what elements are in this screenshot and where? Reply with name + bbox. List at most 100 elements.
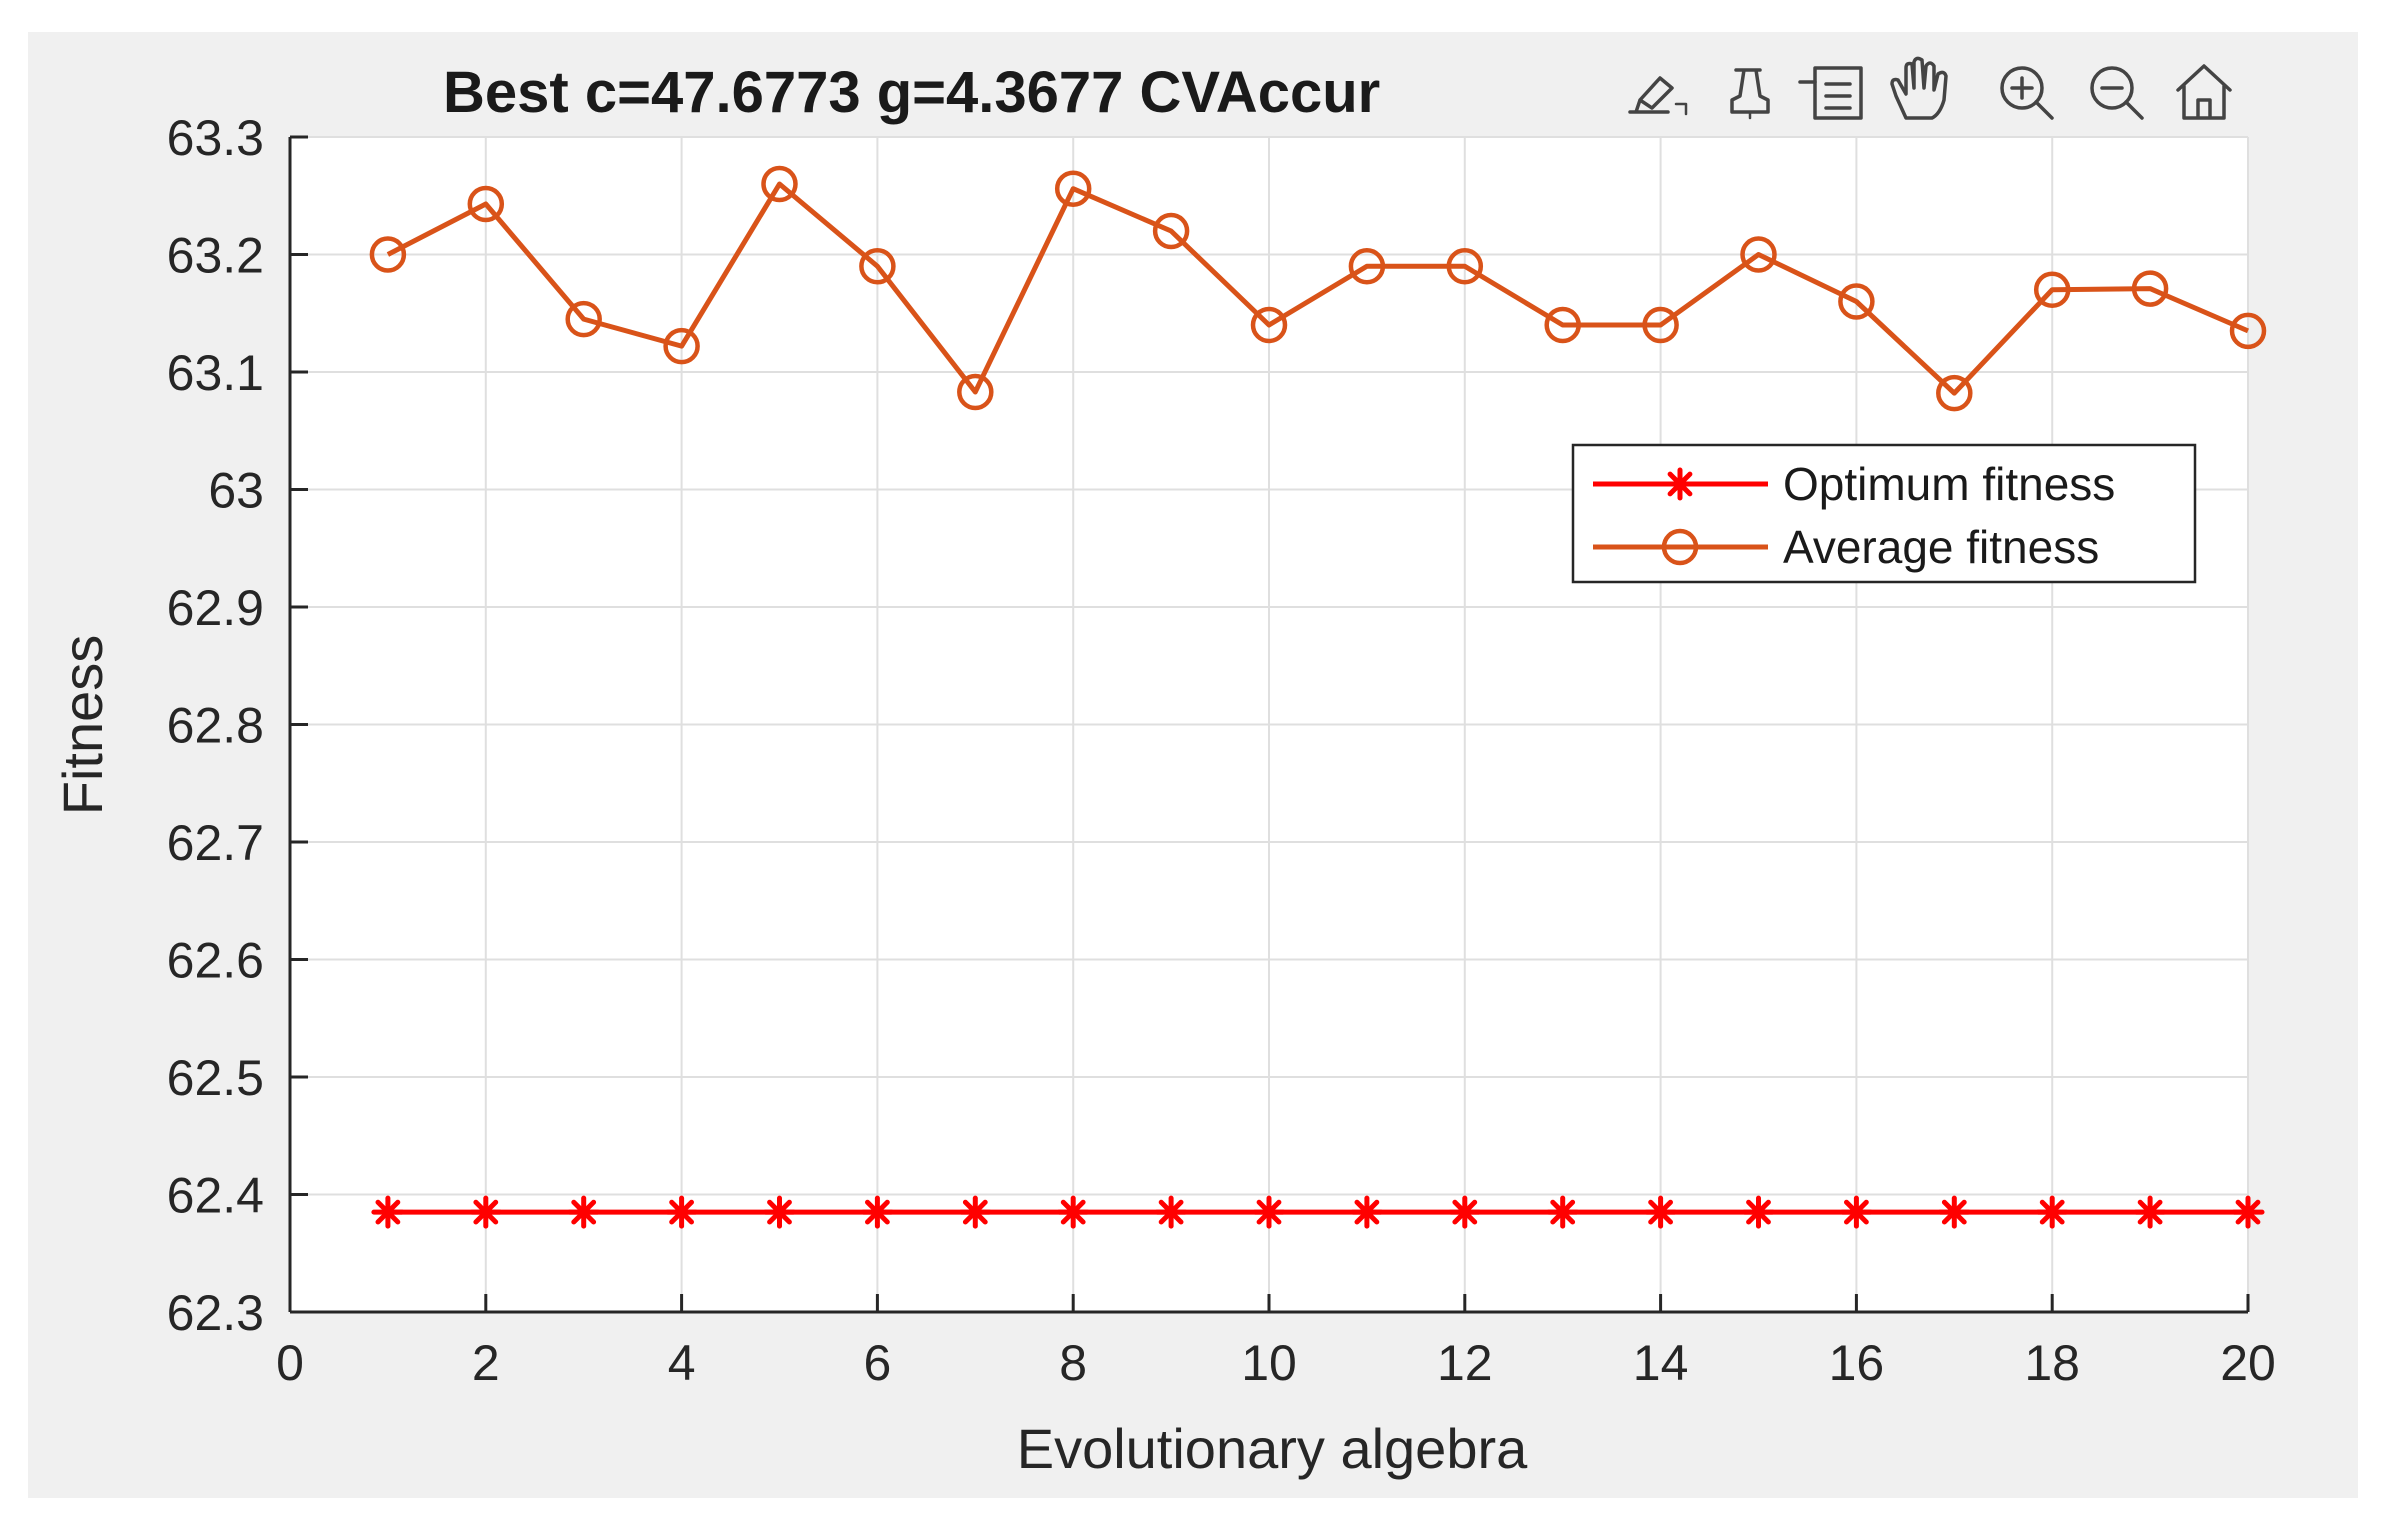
data-point-average <box>859 248 896 285</box>
y-tick-label: 63.2 <box>167 228 264 284</box>
legend-label-optimum: Optimum fitness <box>1783 458 2115 510</box>
data-point-optimum <box>763 1195 796 1229</box>
data-point-optimum <box>958 1195 992 1229</box>
data-point-average <box>565 300 602 338</box>
asterisk-stroke <box>1648 1199 1673 1225</box>
data-point-optimum <box>469 1195 503 1229</box>
legend-icon[interactable] <box>1798 66 1863 120</box>
y-tick-label: 63.1 <box>167 345 264 401</box>
y-tick-label: 63 <box>208 463 264 519</box>
data-point-average <box>1054 170 1092 207</box>
data-point-average <box>1642 306 1679 344</box>
y-axis-label: Fitness <box>51 635 114 816</box>
data-point-optimum <box>1839 1195 1873 1229</box>
data-point-optimum <box>665 1195 699 1229</box>
data-point-optimum <box>2231 1195 2265 1229</box>
x-tick-label: 20 <box>2220 1335 2276 1391</box>
data-point-average <box>761 165 798 203</box>
asterisk-stroke <box>1060 1199 1086 1225</box>
x-tick-label: 0 <box>276 1335 304 1391</box>
series-group <box>369 165 2267 1229</box>
data-point-optimum <box>1546 1195 1580 1229</box>
x-tick-label: 16 <box>1829 1335 1885 1391</box>
x-tick-label: 4 <box>668 1335 696 1391</box>
data-point-average <box>1250 306 1288 344</box>
data-point-average <box>663 327 700 365</box>
data-point-average <box>1838 283 1875 320</box>
data-point-average <box>1544 306 1581 344</box>
legend-entry-average: Average fitness <box>1593 521 2099 573</box>
series-line-average <box>386 181 2249 396</box>
x-tick-label: 8 <box>1059 1335 1087 1391</box>
y-tick-label: 62.9 <box>167 580 264 636</box>
data-point-optimum <box>1448 1195 1482 1229</box>
data-point-average <box>1446 248 1484 285</box>
data-point-optimum <box>1056 1195 1090 1229</box>
asterisk-stroke <box>2039 1199 2065 1225</box>
data-point-average <box>467 185 505 223</box>
y-tick-label: 62.7 <box>167 815 264 871</box>
legend-label-average: Average fitness <box>1783 521 2099 573</box>
asterisk-stroke <box>1844 1199 1869 1225</box>
x-tick-label: 2 <box>472 1335 500 1391</box>
data-point-average <box>369 236 407 273</box>
y-tick-label: 62.4 <box>167 1168 264 1224</box>
data-point-average <box>2033 271 2071 308</box>
axes <box>288 135 2250 1314</box>
asterisk-stroke <box>1746 1199 1771 1225</box>
data-point-average <box>1152 212 1190 250</box>
asterisk-stroke <box>767 1199 792 1225</box>
data-point-average <box>2229 312 2267 350</box>
asterisk-stroke <box>962 1199 988 1225</box>
asterisk-stroke <box>473 1199 499 1225</box>
y-tick-labels: 62.3 62.4 62.5 62.6 62.7 62.8 62.9 63 63.1 63.2 63… <box>167 110 264 1341</box>
data-point-average <box>1740 236 1777 273</box>
asterisk-stroke <box>1550 1199 1576 1225</box>
legend-marker-asterisk <box>1663 467 1697 501</box>
data-point-optimum <box>2133 1195 2167 1229</box>
pan-icon[interactable] <box>1890 56 1948 120</box>
asterisk-stroke <box>1158 1199 1184 1225</box>
x-tick-label: 6 <box>863 1335 891 1391</box>
asterisk-stroke <box>1667 471 1693 497</box>
legend[interactable]: Optimum fitness Average fitness <box>1571 443 2197 584</box>
asterisk-stroke <box>669 1199 694 1225</box>
legend-entry-optimum: Optimum fitness <box>1593 458 2115 510</box>
y-tick-label: 62.5 <box>167 1050 264 1106</box>
x-tick-label: 12 <box>1437 1335 1493 1391</box>
x-tick-labels: 0 2 4 6 8 10 12 14 16 18 20 <box>276 1335 2276 1391</box>
data-point-optimum <box>371 1195 405 1229</box>
asterisk-stroke <box>1941 1199 1967 1225</box>
y-tick-label: 62.3 <box>167 1285 264 1341</box>
asterisk-stroke <box>1452 1199 1478 1225</box>
data-point-optimum <box>1644 1195 1678 1229</box>
asterisk-stroke <box>865 1199 890 1225</box>
data-point-optimum <box>1252 1195 1286 1229</box>
legend-asterisk <box>1663 467 1697 501</box>
data-point-optimum <box>1937 1195 1971 1229</box>
asterisk-stroke <box>1354 1199 1380 1225</box>
legend-box <box>1571 443 2197 584</box>
brush-icon[interactable] <box>1628 76 1688 116</box>
data-point-optimum <box>567 1195 601 1229</box>
x-tick-label: 18 <box>2024 1335 2080 1391</box>
zoom-out-icon[interactable] <box>2090 66 2144 120</box>
home-icon[interactable] <box>2176 64 2232 120</box>
data-point-optimum <box>1154 1195 1188 1229</box>
zoom-in-icon[interactable] <box>2000 66 2054 120</box>
data-point-optimum <box>2035 1195 2069 1229</box>
x-tick-label: 10 <box>1241 1335 1297 1391</box>
data-point-average <box>2131 270 2169 307</box>
data-tips-icon[interactable] <box>1730 68 1770 120</box>
asterisk-stroke <box>571 1199 597 1225</box>
asterisk-stroke <box>2235 1199 2261 1225</box>
legend-marker-circle <box>1661 528 1699 566</box>
data-point-average <box>1936 374 1973 412</box>
axes-toolbar <box>1628 56 2232 120</box>
data-point-optimum <box>1742 1195 1775 1229</box>
x-tick-label: 14 <box>1633 1335 1689 1391</box>
asterisk-stroke <box>375 1199 401 1225</box>
asterisk-stroke <box>2137 1199 2163 1225</box>
